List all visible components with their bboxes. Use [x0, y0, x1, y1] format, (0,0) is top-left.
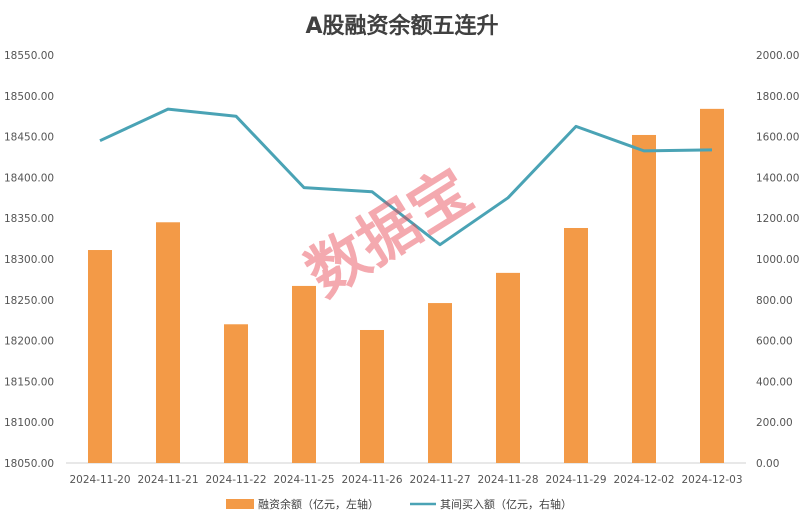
- x-axis-tick: 2024-11-28: [477, 474, 538, 486]
- right-axis: 0.00 200.00 400.00 600.00 800.00 1000.00 1200.…: [756, 50, 799, 470]
- right-axis-tick: 0.00: [756, 458, 779, 470]
- left-axis-tick: 18450.00: [4, 132, 54, 144]
- x-axis-tick: 2024-11-29: [545, 474, 606, 486]
- bar-series: [88, 108, 724, 463]
- bar: [156, 222, 180, 463]
- left-axis-tick: 18350.00: [4, 213, 54, 225]
- left-axis-tick: 18300.00: [4, 254, 54, 266]
- right-axis-tick: 1800.00: [756, 91, 799, 103]
- bar: [360, 329, 384, 463]
- left-axis-tick: 18100.00: [4, 417, 54, 429]
- right-axis-tick: 400.00: [756, 376, 793, 388]
- x-axis-tick: 2024-11-26: [341, 474, 402, 486]
- legend-bar-label: 融资余额（亿元，左轴）: [258, 497, 379, 511]
- x-axis-tick: 2024-11-27: [409, 474, 470, 486]
- legend-line-label: 其间买入额（亿元，右轴）: [440, 497, 572, 511]
- bar: [224, 324, 248, 463]
- right-axis-tick: 200.00: [756, 417, 793, 429]
- x-axis-tick: 2024-11-21: [137, 474, 198, 486]
- bar: [88, 250, 112, 463]
- bar: [496, 272, 520, 463]
- left-axis-tick: 18150.00: [4, 376, 54, 388]
- x-axis-tick: 2024-11-22: [205, 474, 266, 486]
- right-axis-tick: 2000.00: [756, 50, 799, 62]
- right-axis-tick: 600.00: [756, 336, 793, 348]
- left-axis-tick: 18050.00: [4, 458, 54, 470]
- x-axis: 2024-11-20 2024-11-21 2024-11-22 2024-11-25…: [69, 474, 742, 486]
- left-axis: 18050.00 18100.00 18150.00 18200.00 18250.00…: [4, 50, 54, 470]
- left-axis-tick: 18200.00: [4, 336, 54, 348]
- x-axis-tick: 2024-12-02: [613, 474, 674, 486]
- bar: [564, 227, 588, 463]
- legend: 融资余额（亿元，左轴） 其间买入额（亿元，右轴）: [226, 497, 572, 511]
- bar: [700, 108, 724, 463]
- left-axis-tick: 18500.00: [4, 91, 54, 103]
- x-axis-tick: 2024-11-20: [69, 474, 130, 486]
- right-axis-tick: 800.00: [756, 295, 793, 307]
- x-axis-tick: 2024-11-25: [273, 474, 334, 486]
- left-axis-tick: 18550.00: [4, 50, 54, 62]
- left-axis-tick: 18400.00: [4, 172, 54, 184]
- right-axis-tick: 1600.00: [756, 132, 799, 144]
- legend-bar-swatch: [226, 499, 254, 509]
- bar: [632, 134, 656, 463]
- bar: [428, 303, 452, 463]
- left-axis-tick: 18250.00: [4, 295, 54, 307]
- line-series: [99, 107, 713, 247]
- bar: [292, 285, 316, 463]
- right-axis-tick: 1000.00: [756, 254, 799, 266]
- right-axis-tick: 1400.00: [756, 172, 799, 184]
- chart-title: A股融资余额五连升: [305, 13, 498, 39]
- right-axis-tick: 1200.00: [756, 213, 799, 225]
- x-axis-tick: 2024-12-03: [681, 474, 742, 486]
- series-line: [99, 107, 713, 247]
